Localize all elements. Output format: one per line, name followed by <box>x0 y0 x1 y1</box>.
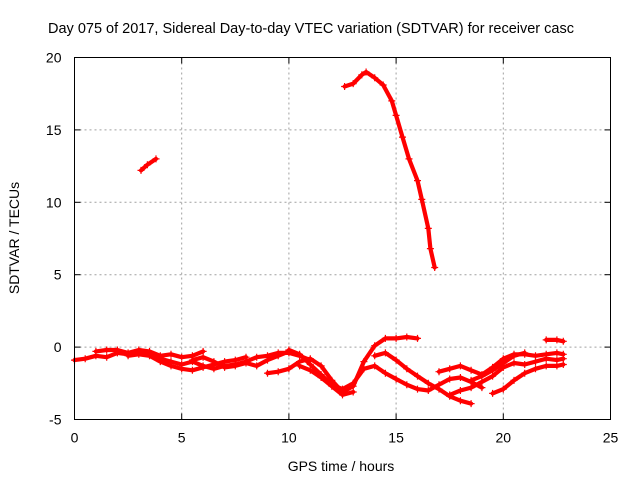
plus-markers <box>467 349 529 384</box>
x-tick-label: 5 <box>178 430 186 446</box>
plus-markers <box>188 347 293 371</box>
plus-markers <box>489 361 567 397</box>
series-trace-l <box>489 361 567 397</box>
plot-frame <box>74 57 611 420</box>
series-line <box>265 334 420 395</box>
y-tick-label: 10 <box>46 194 62 210</box>
series-trace-m <box>542 336 567 345</box>
axis-ticks <box>74 57 611 420</box>
plus-markers <box>446 355 567 399</box>
series-trace-j <box>446 355 567 399</box>
y-tick-label: 15 <box>46 122 62 138</box>
x-tick-label: 10 <box>281 430 297 446</box>
chart-title: Day 075 of 2017, Sidereal Day-to-day VTE… <box>48 21 574 37</box>
plus-markers <box>137 155 160 174</box>
plus-markers <box>296 362 357 399</box>
y-tick-label: 20 <box>46 50 62 66</box>
data-series <box>71 68 567 408</box>
series-trace-d <box>188 347 293 371</box>
y-tick-label: -5 <box>49 412 62 428</box>
plus-markers <box>341 68 439 271</box>
series-line <box>190 349 291 370</box>
series-trace-b <box>92 346 207 361</box>
series-trace-o <box>341 68 439 271</box>
tick-labels: 0 5 10 15 20 25 -5 0 5 10 15 20 <box>46 50 619 446</box>
y-tick-label: 0 <box>54 339 62 355</box>
x-axis-label: GPS time / hours <box>288 458 395 474</box>
y-tick-label: 5 <box>54 267 62 283</box>
x-tick-label: 0 <box>71 430 79 446</box>
x-tick-label: 25 <box>603 430 619 446</box>
series-trace-n <box>137 155 160 174</box>
x-tick-label: 15 <box>388 430 404 446</box>
x-tick-label: 20 <box>496 430 512 446</box>
series-trace-k <box>467 349 529 384</box>
plus-markers <box>542 336 567 345</box>
series-line <box>372 350 474 406</box>
series-trace-g <box>296 362 357 399</box>
y-axis-label: SDTVAR / TECUs <box>6 182 22 294</box>
